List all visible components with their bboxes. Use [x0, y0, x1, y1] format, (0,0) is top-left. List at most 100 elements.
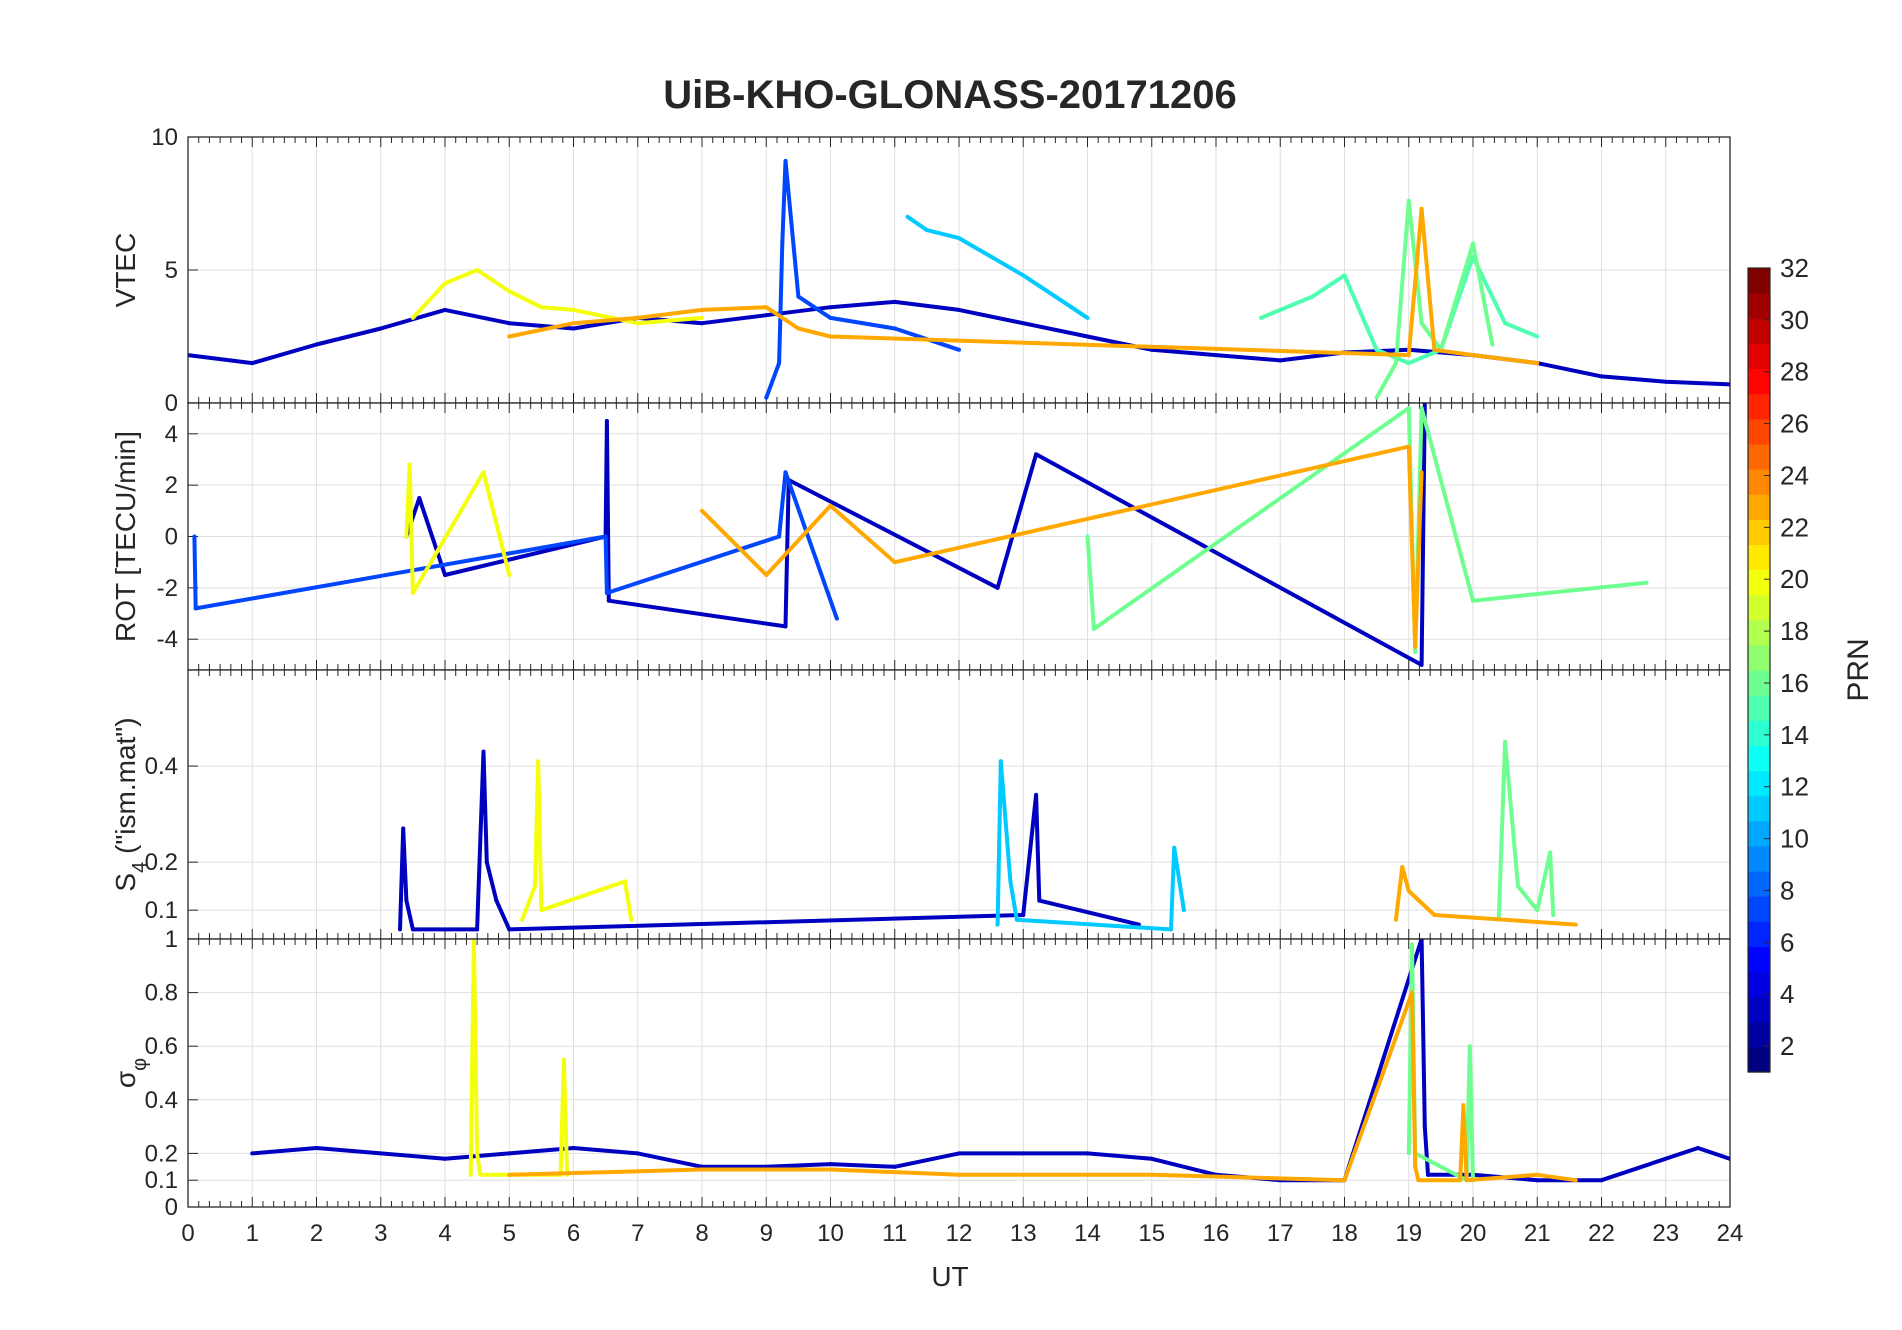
panel-rot: -4 -2 0 2 4 ROT [TECU/min] — [110, 402, 1731, 671]
data-point — [536, 759, 541, 764]
y-tick-label: 0 — [165, 524, 178, 551]
x-tick-label: 7 — [631, 1220, 644, 1247]
data-point — [410, 927, 415, 932]
colorbar-swatch — [1748, 268, 1770, 294]
data-point — [1490, 342, 1495, 347]
data-point — [410, 590, 415, 595]
data-point — [1021, 321, 1026, 326]
panel-vtec: 0 5 10 VTEC — [110, 124, 1731, 417]
data-point — [606, 598, 611, 603]
colorbar-swatch — [1748, 1021, 1770, 1048]
colorbar-swatch — [1748, 544, 1770, 571]
data-point — [1258, 315, 1263, 320]
colorbar-tick-label: 12 — [1780, 772, 1809, 802]
data-point — [1406, 198, 1411, 203]
data-point — [834, 616, 839, 621]
x-tick-label: 20 — [1460, 1220, 1487, 1247]
data-point — [1409, 990, 1414, 995]
x-tick-label: 6 — [567, 1220, 580, 1247]
colorbar-swatch — [1748, 343, 1770, 370]
x-tick-label: 24 — [1717, 1220, 1744, 1247]
data-point — [378, 326, 383, 331]
data-point — [783, 624, 788, 629]
data-point — [1406, 361, 1411, 366]
data-point — [828, 1167, 833, 1172]
colorbar-swatch — [1748, 393, 1770, 420]
data-point — [507, 927, 512, 932]
data-point — [1085, 534, 1090, 539]
data-point — [1551, 912, 1556, 917]
data-point — [1278, 358, 1283, 363]
x-tick-label: 23 — [1652, 1220, 1679, 1247]
colorbar-swatch — [1748, 494, 1770, 520]
data-point — [1374, 347, 1379, 352]
data-point — [1419, 470, 1424, 475]
colorbar-tick-label: 8 — [1780, 875, 1794, 905]
colorbar-tick-label: 16 — [1780, 668, 1809, 698]
data-point — [1573, 1178, 1578, 1183]
data-point — [989, 254, 994, 259]
data-point — [629, 917, 634, 922]
x-tick-label: 13 — [1010, 1220, 1037, 1247]
series-group — [192, 403, 1649, 667]
data-point — [635, 321, 640, 326]
data-point — [635, 315, 640, 320]
data-point — [1471, 353, 1475, 358]
series-group — [188, 158, 1730, 400]
x-tick-label: 17 — [1267, 1220, 1294, 1247]
data-point — [957, 307, 961, 312]
colorbar-swatch — [1748, 720, 1770, 746]
data-point — [957, 1172, 961, 1177]
data-point — [796, 294, 801, 299]
data-point — [1413, 1164, 1418, 1169]
series-prn-7 — [764, 158, 960, 399]
data-point — [1535, 1178, 1540, 1183]
data-point — [404, 534, 409, 539]
colorbar-swatch — [1748, 921, 1770, 947]
series-group — [398, 740, 1578, 932]
colorbar-swatch — [1748, 971, 1770, 998]
data-point — [1458, 1178, 1463, 1183]
colorbar-tick-label: 30 — [1780, 305, 1809, 335]
data-point — [507, 1151, 512, 1156]
x-tick-label: 22 — [1588, 1220, 1615, 1247]
data-point — [1548, 850, 1553, 855]
x-tick-label: 3 — [374, 1220, 387, 1247]
data-point — [1406, 1151, 1411, 1156]
x-tick-label: 8 — [695, 1220, 708, 1247]
panel-frame — [187, 938, 1731, 1208]
x-tick-label: 11 — [882, 1220, 907, 1247]
data-point — [1034, 452, 1039, 457]
data-point — [417, 495, 422, 500]
colorbar-swatch — [1748, 996, 1770, 1023]
x-tick-label: 0 — [181, 1220, 194, 1247]
data-point — [507, 289, 512, 294]
x-tick-label: 9 — [760, 1220, 773, 1247]
colorbar-swatch — [1748, 896, 1770, 922]
data-point — [1014, 917, 1019, 922]
data-point — [783, 470, 788, 475]
data-point — [532, 884, 537, 889]
data-point — [1021, 1151, 1026, 1156]
data-point — [1503, 321, 1508, 326]
colorbar-swatch — [1748, 745, 1770, 772]
data-point — [1419, 662, 1424, 667]
data-point — [1053, 294, 1058, 299]
data-point — [410, 315, 415, 320]
data-point — [1393, 917, 1398, 922]
x-axis-label: UT — [931, 1261, 968, 1292]
data-point — [443, 573, 447, 578]
colorbar-swatch — [1748, 619, 1770, 646]
data-point — [571, 321, 576, 326]
data-point — [407, 462, 412, 467]
y-tick-label: 4 — [165, 421, 178, 448]
x-tick-label: 16 — [1203, 1220, 1230, 1247]
y-tick-label: 0 — [165, 1194, 178, 1221]
x-tick-label: 12 — [946, 1220, 973, 1247]
data-point — [1406, 888, 1411, 893]
series-prn-20 — [520, 759, 634, 921]
y-axis-label-subscript: φ — [129, 1058, 151, 1071]
data-point — [777, 534, 782, 539]
series-group — [250, 939, 1730, 1183]
data-point — [404, 898, 409, 903]
